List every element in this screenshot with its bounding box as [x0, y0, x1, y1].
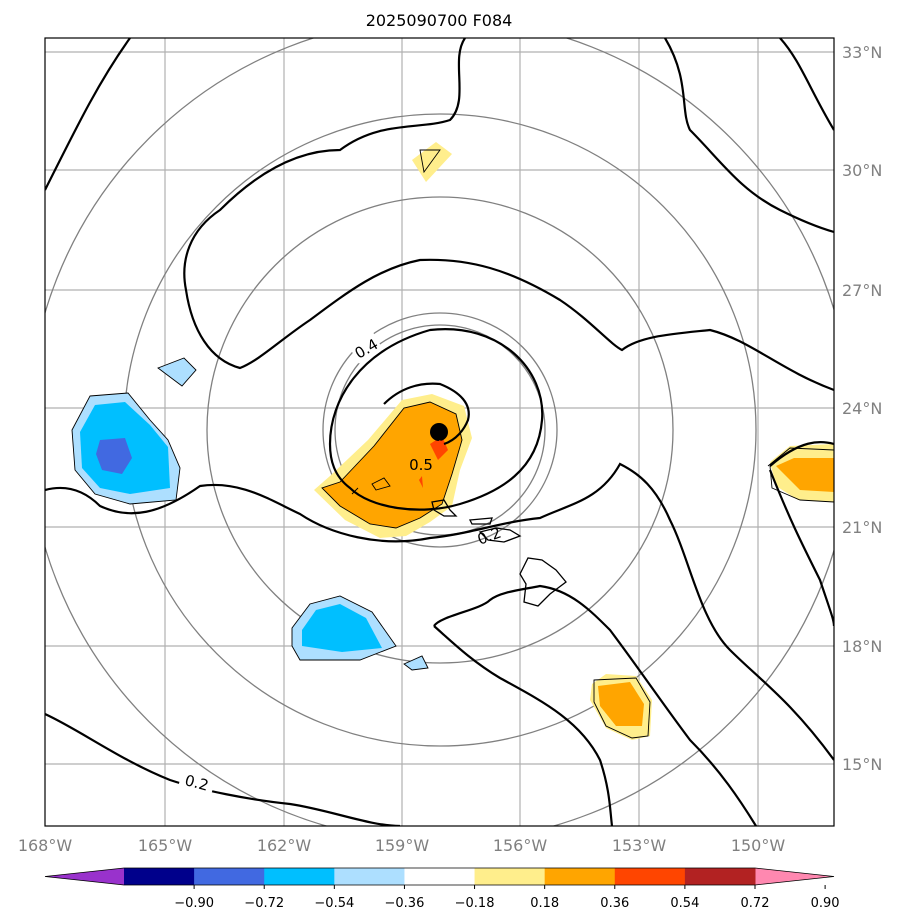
map-title: 2025090700 F084	[366, 11, 513, 30]
colorbar-extend-high	[755, 868, 834, 885]
colorbar-segment	[404, 868, 476, 885]
colorbar-tick-label: 0.18	[530, 896, 559, 911]
colorbar-tick-label: 0.72	[741, 896, 770, 911]
lat-label: 18°N	[842, 637, 882, 656]
storm-center-shading	[432, 440, 446, 458]
colorbar-tick-label: −0.54	[314, 896, 354, 911]
lat-label: 21°N	[842, 518, 882, 537]
storm-center-marker	[430, 423, 448, 441]
colorbar-segment	[124, 868, 195, 885]
lat-label: 30°N	[842, 161, 882, 180]
lon-label: 162°W	[257, 836, 312, 855]
colorbar-tick-label: 0.90	[811, 896, 840, 911]
colorbar-segment	[264, 868, 335, 885]
colorbar-segment	[474, 868, 546, 885]
colorbar-tick-label: 0.36	[600, 896, 629, 911]
colorbar-extend-low	[45, 868, 124, 885]
lon-label: 150°W	[731, 836, 786, 855]
contour-label-0-5: 0.5	[409, 456, 433, 474]
lat-label: 27°N	[842, 281, 882, 300]
lon-label: 159°W	[375, 836, 430, 855]
shading-negative	[72, 358, 428, 670]
colorbar-tick-label: −0.36	[385, 896, 425, 911]
colorbar-outline	[44, 867, 835, 886]
lon-label: 165°W	[138, 836, 193, 855]
map-area: 0.4 0.5 0.2 0.2	[45, 38, 834, 826]
colorbar-segment	[614, 868, 686, 885]
colorbar: −0.90 −0.72 −0.54 −0.36 −0.18 0.18 0.36 0.54 0.7…	[44, 867, 840, 911]
lat-label: 33°N	[842, 43, 882, 62]
colorbar-tick-label: −0.18	[455, 896, 495, 911]
lat-label: 24°N	[842, 399, 882, 418]
contour-label-0-2: 0.2	[183, 771, 211, 795]
range-rings	[45, 38, 834, 826]
colorbar-tick-label: −0.90	[174, 896, 214, 911]
colorbar-segment	[544, 868, 616, 885]
lon-label: 168°W	[18, 836, 73, 855]
lat-label: 15°N	[842, 755, 882, 774]
contour-lines	[45, 38, 834, 826]
colorbar-tick-label: −0.72	[244, 896, 284, 911]
lon-label: 153°W	[612, 836, 667, 855]
colorbar-segment	[334, 868, 405, 885]
graticule	[45, 38, 834, 826]
colorbar-segment	[194, 868, 265, 885]
lon-labels: 168°W 165°W 162°W 159°W 156°W 153°W 150°…	[18, 836, 786, 855]
lon-label: 156°W	[493, 836, 548, 855]
colorbar-segment	[684, 868, 756, 885]
map-frame	[44, 37, 835, 827]
colorbar-tick-label: 0.54	[670, 896, 699, 911]
lat-labels: 33°N 30°N 27°N 24°N 21°N 18°N 15°N	[842, 43, 882, 774]
